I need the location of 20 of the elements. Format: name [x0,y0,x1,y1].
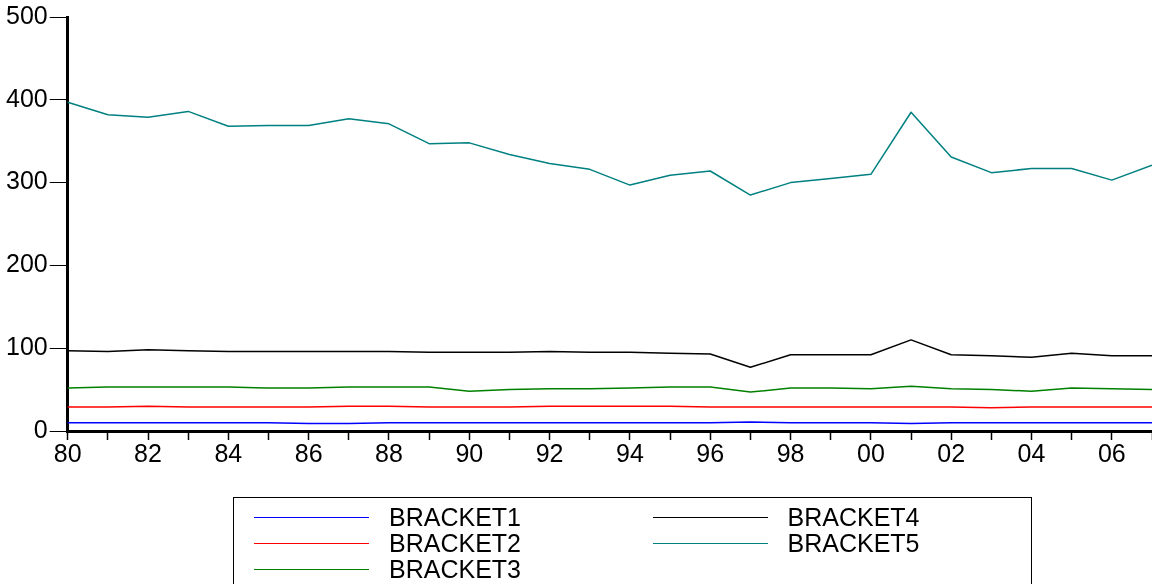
x-tick-label: 86 [294,438,323,467]
x-tick-label: 92 [535,438,564,467]
x-tick-label: 06 [1097,438,1126,467]
x-tick-label: 04 [1017,438,1046,467]
y-tick-label: 500 [5,0,48,29]
x-tick-label: 84 [214,438,243,467]
x-tick-label: 02 [937,438,966,467]
x-tick-label: 90 [455,438,484,467]
x-tick-label: 96 [696,438,725,467]
y-tick-label: 400 [5,83,48,112]
x-tick-label: 80 [53,438,82,467]
y-tick-label: 100 [5,332,48,361]
x-tick-label: 82 [134,438,162,467]
y-tick-label: 0 [33,414,48,443]
y-tick-label: 200 [5,249,48,278]
x-tick-label: 00 [856,438,885,467]
y-tick-label: 300 [5,166,48,195]
x-tick-label: 94 [616,438,644,467]
x-tick-label: 88 [375,438,403,467]
x-tick-label: 98 [776,438,805,467]
